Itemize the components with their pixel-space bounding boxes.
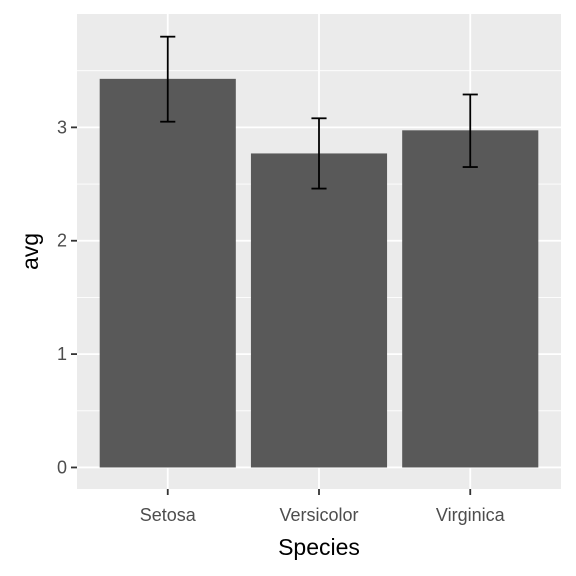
- y-axis: 0 1 2 3: [57, 117, 77, 477]
- x-axis-title: Species: [278, 534, 360, 560]
- x-tick-label: Virginica: [436, 505, 506, 525]
- x-axis: Setosa Versicolor Virginica: [140, 489, 506, 525]
- error-bar-versicolor: [311, 117, 327, 190]
- bar-virginica: [402, 130, 539, 468]
- y-tick-label: 1: [57, 344, 67, 364]
- error-bar-virginica: [462, 93, 478, 168]
- bar-setosa: [99, 78, 236, 468]
- error-bars-layer: [160, 35, 478, 190]
- x-tick-label: Versicolor: [279, 505, 358, 525]
- y-tick-label: 2: [57, 231, 67, 251]
- bar-versicolor: [250, 153, 388, 468]
- y-tick-label: 3: [57, 117, 67, 137]
- x-tick-label: Setosa: [140, 505, 197, 525]
- y-tick-label: 0: [57, 457, 67, 477]
- error-bar-setosa: [160, 35, 176, 123]
- y-axis-title: avg: [17, 233, 43, 270]
- bars-layer: [99, 78, 539, 468]
